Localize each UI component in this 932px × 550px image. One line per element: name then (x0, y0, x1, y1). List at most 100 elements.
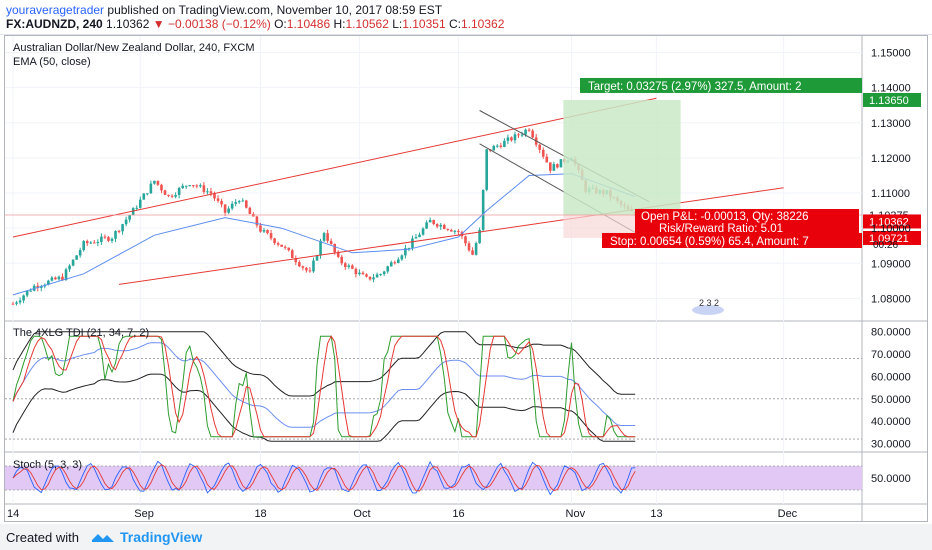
price-candle (114, 231, 117, 239)
price-candle (248, 207, 252, 214)
price-candle (322, 233, 326, 241)
price-candle (312, 260, 315, 272)
stop-price-tag-box (863, 230, 921, 245)
price-candle (340, 256, 344, 264)
stoch-d-line (12, 464, 636, 492)
tdi-axis-tick: 60.0000 (871, 371, 911, 383)
price-candle (481, 189, 485, 230)
chart-header: youraveragetrader published on TradingVi… (0, 0, 932, 35)
price-candle (397, 259, 400, 263)
price-candle (259, 225, 262, 232)
price-axis-tick: 1.15000 (871, 48, 911, 60)
price-candle (220, 200, 223, 205)
price-axis-tick: 1.13000 (871, 118, 911, 130)
tradingview-brand[interactable]: TradingView (120, 529, 203, 545)
price-candle (199, 185, 202, 187)
price-candle (361, 272, 365, 275)
price-candle (85, 241, 89, 244)
price-candle (241, 200, 245, 202)
high-label: H: (333, 17, 346, 31)
price-candle (54, 277, 57, 280)
price-candle (319, 240, 322, 256)
price-candle (492, 145, 496, 151)
price-candle (513, 134, 517, 141)
time-axis-tick: 18 (254, 508, 266, 520)
price-candle (495, 145, 499, 147)
time-axis-tick: 16 (452, 508, 464, 520)
price-candle (142, 193, 146, 200)
low-label: L: (392, 17, 403, 31)
price-candle (82, 241, 85, 251)
price-candle (22, 295, 25, 301)
price-candle (520, 134, 524, 136)
watermark-text: 2 3 2 (699, 298, 719, 308)
price-candle (156, 180, 160, 185)
footer: Created with TradingView (0, 524, 932, 550)
price-candle (170, 195, 174, 197)
rr-label: Risk/Reward Ratio: 5.01 (659, 223, 783, 235)
chart-area[interactable]: Target: 0.03275 (2.97%) 327.5, Amount: 2… (4, 35, 928, 522)
price-axis-tick: 1.08000 (871, 293, 911, 305)
close-label: C: (448, 17, 461, 31)
price-candle (78, 250, 82, 256)
stoch-k-line (12, 460, 636, 496)
price-candle (283, 246, 287, 248)
ema-line (12, 173, 636, 296)
price-candle (255, 216, 259, 226)
tradingview-logo-icon[interactable] (92, 530, 114, 544)
price-candle (96, 241, 100, 244)
chart-svg[interactable]: Target: 0.03275 (2.97%) 327.5, Amount: 2… (5, 36, 927, 521)
down-triangle-icon: ▼ (152, 17, 165, 31)
price-candle (407, 247, 411, 249)
price-candle (485, 149, 488, 190)
price-candle (298, 262, 301, 267)
time-axis-tick: Nov (566, 508, 586, 520)
last-price-tag-box (863, 214, 921, 229)
price-candle (89, 242, 93, 244)
tdi-axis-tick: 50.0000 (871, 394, 911, 406)
price-candle (432, 220, 435, 225)
price-candle (206, 191, 209, 193)
price-candle (280, 244, 283, 247)
price-candle (471, 250, 474, 255)
price-candle (506, 137, 510, 141)
target-label: Target: 0.03275 (2.97%) 327.5, Amount: 2 (588, 81, 802, 93)
price-candle (358, 272, 361, 275)
price-candle (209, 191, 213, 194)
price-candle (467, 243, 471, 251)
price-candle (128, 215, 131, 220)
price-candle (538, 144, 542, 150)
price-candle (552, 164, 556, 171)
price-candle (499, 145, 503, 147)
stop-label-box (602, 232, 862, 248)
price-candle (464, 236, 467, 244)
price-candle (131, 208, 135, 216)
price-candle (188, 185, 192, 187)
price-change: −0.00138 (−0.12%) (168, 17, 271, 31)
price-candle (503, 140, 506, 147)
price-candle (305, 267, 308, 271)
price-candle (15, 302, 18, 304)
symbol-label[interactable]: FX:AUDNZD, 240 (6, 17, 103, 31)
price-candle (223, 204, 227, 213)
target-price-tag: 1.13650 (869, 95, 909, 107)
price-candle (93, 242, 96, 244)
price-candle (163, 190, 167, 195)
price-candle (36, 285, 40, 288)
price-candle (202, 185, 206, 192)
target-zone (563, 99, 681, 216)
price-candle (276, 243, 280, 245)
price-candle (290, 250, 294, 259)
last-price-tag: 1.10362 (869, 216, 909, 228)
tdi-axis-tick: 40.0000 (871, 416, 911, 428)
price-candle (531, 130, 534, 138)
price-candle (382, 271, 386, 275)
author-link[interactable]: youraveragetrader (6, 3, 105, 17)
time-axis-tick: Oct (353, 508, 370, 520)
price-axis-tick: 1.11000 (871, 188, 910, 200)
price-candle (333, 243, 336, 253)
close-value: 1.10362 (460, 17, 505, 31)
price-candle (146, 193, 149, 195)
time-axis-tick: 13 (650, 508, 662, 520)
price-candle (308, 270, 312, 272)
